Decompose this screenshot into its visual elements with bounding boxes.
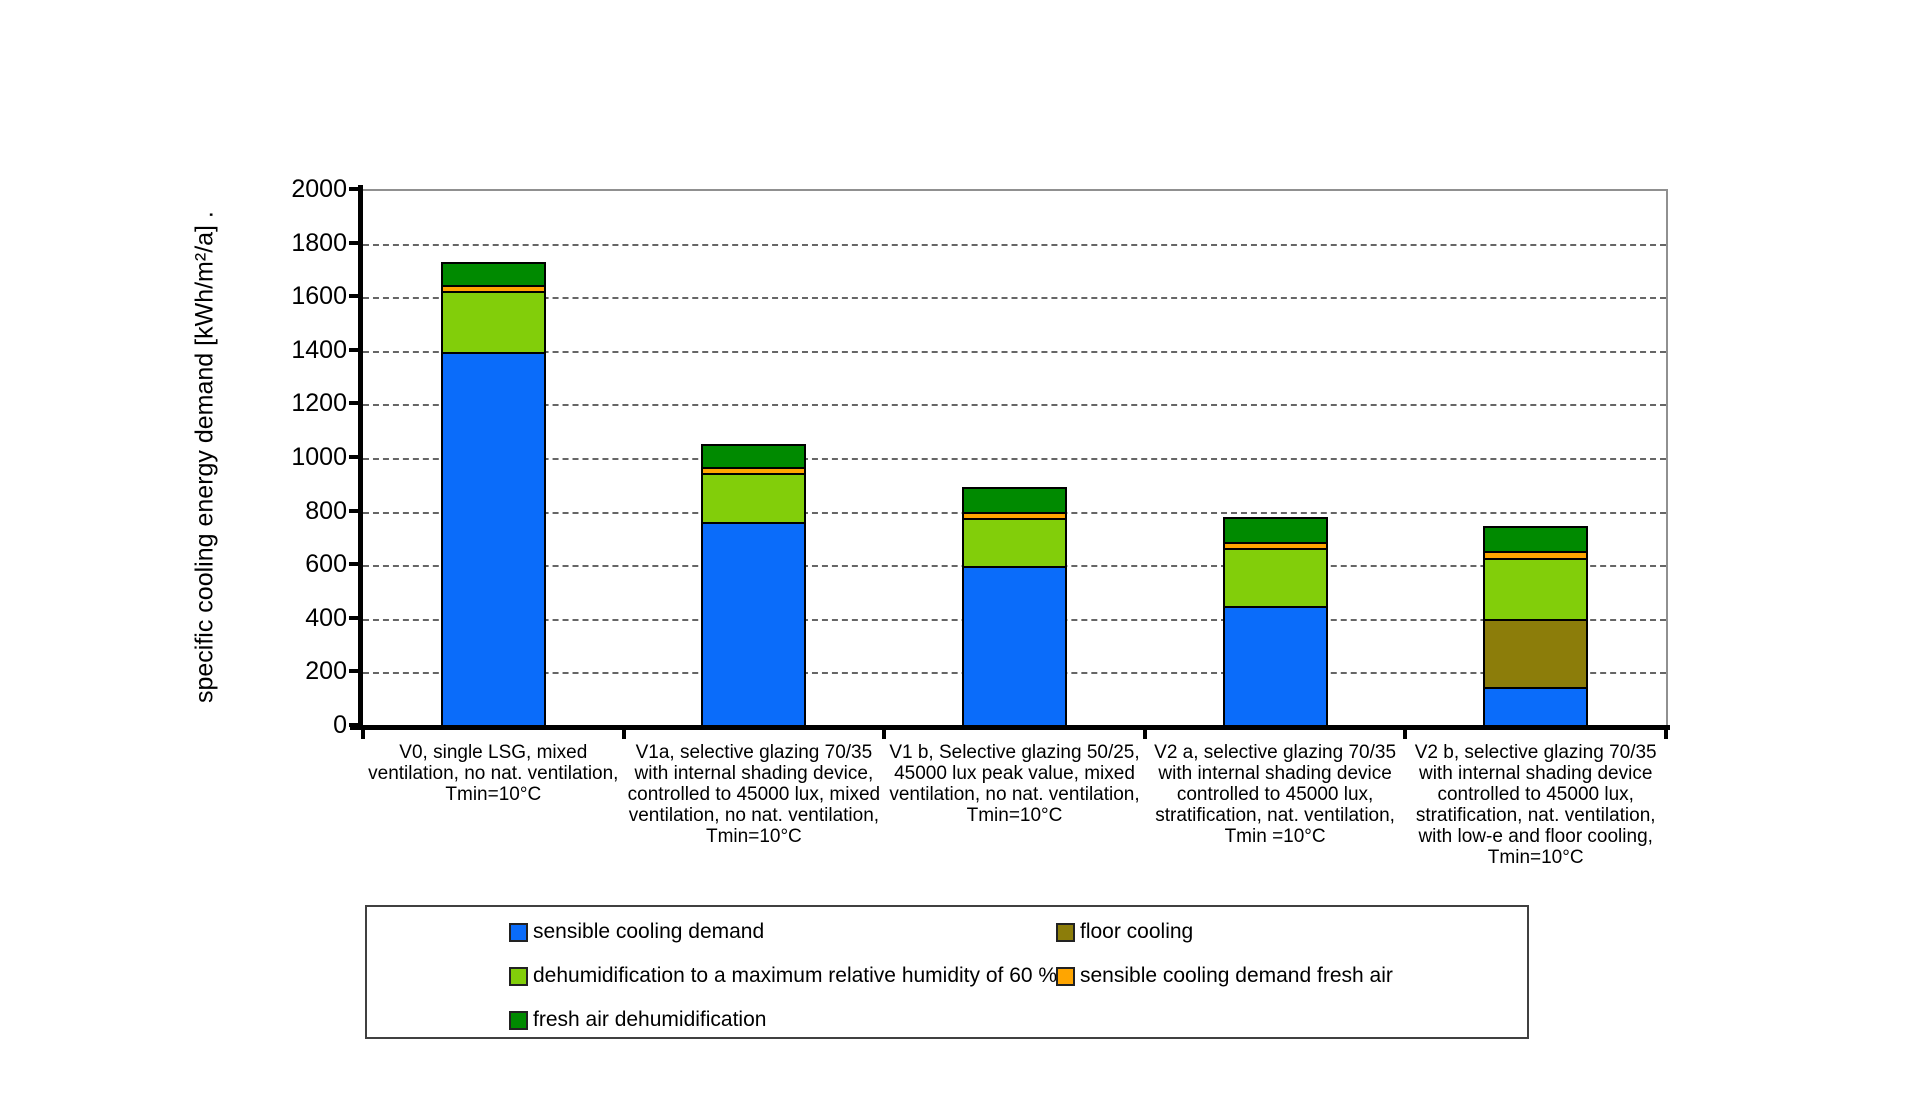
legend-swatch-icon xyxy=(1056,922,1075,942)
bar xyxy=(1483,526,1589,727)
y-tick-mark xyxy=(349,187,363,191)
y-tick-label: 400 xyxy=(305,603,347,632)
gridline xyxy=(363,350,1666,353)
legend-label: sensible cooling demand fresh air xyxy=(1080,964,1393,987)
y-axis-title: specific cooling energy demand [kWh/m²/a… xyxy=(190,211,219,703)
category-label: V2 a, selective glazing 70/35 with inter… xyxy=(1154,742,1397,847)
x-axis-line xyxy=(350,725,1670,730)
y-tick-label: 600 xyxy=(305,550,347,579)
gridline xyxy=(363,404,1666,407)
y-tick-label: 1000 xyxy=(291,443,347,471)
y-tick-mark xyxy=(349,347,363,352)
x-tick-mark xyxy=(1142,730,1147,739)
bar-segment xyxy=(440,262,546,287)
legend-item: dehumidification to a maximum relative h… xyxy=(509,954,1057,998)
y-tick-label: 800 xyxy=(305,496,347,525)
y-tick-mark xyxy=(349,562,363,567)
bar xyxy=(1222,517,1328,727)
bar-segment xyxy=(962,518,1067,568)
y-tick-mark xyxy=(349,240,363,245)
bar xyxy=(701,444,807,727)
legend: sensible cooling demand dehumidification … xyxy=(365,905,1529,1039)
bar xyxy=(440,262,546,727)
bar xyxy=(962,487,1067,727)
x-tick-mark xyxy=(882,730,887,739)
bar-segment xyxy=(701,522,807,727)
y-tick-mark xyxy=(349,723,363,727)
bar-segment xyxy=(440,291,546,354)
y-tick-label: 1600 xyxy=(291,282,347,311)
y-tick-label: 200 xyxy=(305,657,347,686)
x-tick-mark xyxy=(1664,730,1668,739)
bar-segment xyxy=(962,566,1067,727)
category-label: V1 b, Selective glazing 50/25, 45000 lux… xyxy=(889,742,1140,826)
bar-segment xyxy=(1483,687,1589,727)
y-tick-mark xyxy=(349,455,363,459)
legend-item: floor cooling xyxy=(1056,910,1393,954)
bar-segment xyxy=(701,473,807,524)
legend-label: floor cooling xyxy=(1080,920,1194,943)
y-tick-label: 1800 xyxy=(291,228,347,257)
bar-segment xyxy=(440,352,546,727)
bar-segment xyxy=(1222,517,1328,544)
x-tick-mark xyxy=(361,730,365,739)
y-tick-mark xyxy=(349,615,363,620)
legend-label: sensible cooling demand xyxy=(533,920,765,943)
bar-segment xyxy=(1483,526,1589,553)
x-tick-mark xyxy=(1403,730,1408,739)
category-label: V0, single LSG, mixed ventilation, no na… xyxy=(368,742,619,805)
bar-segment xyxy=(1222,548,1328,608)
bar-segment xyxy=(1483,558,1589,621)
gridline xyxy=(363,297,1666,300)
bar-segment xyxy=(701,444,807,469)
y-tick-mark xyxy=(349,294,363,299)
legend-label: fresh air dehumidification xyxy=(533,1008,767,1031)
y-tick-label: 2000 xyxy=(291,175,347,203)
legend-swatch-icon xyxy=(509,966,528,986)
plot-area xyxy=(363,189,1668,727)
y-tick-mark xyxy=(349,669,363,674)
legend-swatch-icon xyxy=(1056,966,1075,986)
x-tick-mark xyxy=(621,730,626,739)
legend-label: dehumidification to a maximum relative h… xyxy=(533,964,1058,987)
legend-column: floor cooling sensible cooling demand fre… xyxy=(1056,910,1393,998)
y-tick-label: 1400 xyxy=(291,335,347,364)
y-tick-mark xyxy=(349,508,363,513)
y-tick-mark xyxy=(349,401,363,406)
category-label: V1a, selective glazing 70/35 with intern… xyxy=(627,742,881,847)
gridline xyxy=(363,243,1666,246)
legend-item: fresh air dehumidification xyxy=(509,998,1057,1042)
legend-item: sensible cooling demand fresh air xyxy=(1056,954,1393,998)
y-tick-label: 1200 xyxy=(291,389,347,418)
legend-swatch-icon xyxy=(509,922,528,942)
gridline xyxy=(363,458,1666,460)
bar-segment xyxy=(1483,619,1589,689)
bar-segment xyxy=(1222,606,1328,727)
legend-swatch-icon xyxy=(509,1010,528,1030)
category-label: V2 b, selective glazing 70/35 with inter… xyxy=(1414,742,1657,868)
y-tick-label: 0 xyxy=(333,711,347,739)
legend-column: sensible cooling demand dehumidification … xyxy=(509,910,1057,1042)
bar-segment xyxy=(962,487,1067,514)
legend-item: sensible cooling demand xyxy=(509,910,1057,954)
